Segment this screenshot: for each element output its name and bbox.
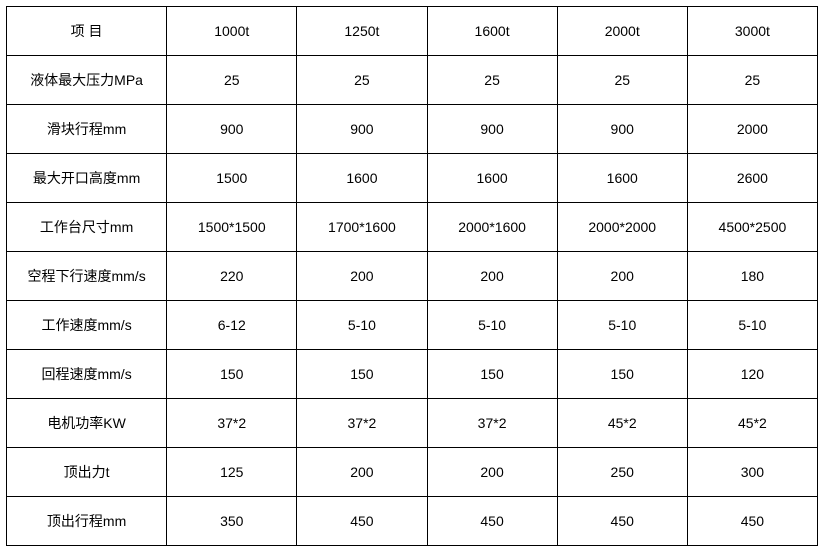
cell: 900	[297, 105, 427, 154]
row-label: 液体最大压力MPa	[7, 56, 167, 105]
cell: 200	[427, 252, 557, 301]
row-label: 滑块行程mm	[7, 105, 167, 154]
cell: 1700*1600	[297, 203, 427, 252]
table-body: 液体最大压力MPa 25 25 25 25 25 滑块行程mm 900 900 …	[7, 56, 818, 546]
cell: 5-10	[427, 301, 557, 350]
cell: 125	[167, 448, 297, 497]
table-row: 电机功率KW 37*2 37*2 37*2 45*2 45*2	[7, 399, 818, 448]
cell: 150	[167, 350, 297, 399]
cell: 250	[557, 448, 687, 497]
table-header-row: 项 目 1000t 1250t 1600t 2000t 3000t	[7, 7, 818, 56]
cell: 200	[297, 448, 427, 497]
cell: 150	[297, 350, 427, 399]
cell: 25	[167, 56, 297, 105]
cell: 900	[557, 105, 687, 154]
table-row: 空程下行速度mm/s 220 200 200 200 180	[7, 252, 818, 301]
cell: 120	[687, 350, 817, 399]
cell: 300	[687, 448, 817, 497]
cell: 150	[427, 350, 557, 399]
table-row: 回程速度mm/s 150 150 150 150 120	[7, 350, 818, 399]
row-label: 工作台尺寸mm	[7, 203, 167, 252]
header-label: 项 目	[7, 7, 167, 56]
cell: 1600	[557, 154, 687, 203]
cell: 1500*1500	[167, 203, 297, 252]
header-col-4: 3000t	[687, 7, 817, 56]
cell: 450	[427, 497, 557, 546]
cell: 1600	[297, 154, 427, 203]
row-label: 空程下行速度mm/s	[7, 252, 167, 301]
cell: 2600	[687, 154, 817, 203]
cell: 4500*2500	[687, 203, 817, 252]
cell: 450	[297, 497, 427, 546]
cell: 220	[167, 252, 297, 301]
spec-table: 项 目 1000t 1250t 1600t 2000t 3000t 液体最大压力…	[6, 6, 818, 546]
cell: 1600	[427, 154, 557, 203]
cell: 2000*2000	[557, 203, 687, 252]
header-col-3: 2000t	[557, 7, 687, 56]
cell: 5-10	[687, 301, 817, 350]
table-row: 滑块行程mm 900 900 900 900 2000	[7, 105, 818, 154]
cell: 200	[427, 448, 557, 497]
cell: 150	[557, 350, 687, 399]
cell: 25	[557, 56, 687, 105]
cell: 37*2	[297, 399, 427, 448]
header-col-1: 1250t	[297, 7, 427, 56]
cell: 350	[167, 497, 297, 546]
row-label: 顶出行程mm	[7, 497, 167, 546]
header-col-2: 1600t	[427, 7, 557, 56]
row-label: 电机功率KW	[7, 399, 167, 448]
table-row: 液体最大压力MPa 25 25 25 25 25	[7, 56, 818, 105]
cell: 2000	[687, 105, 817, 154]
cell: 37*2	[427, 399, 557, 448]
cell: 25	[297, 56, 427, 105]
cell: 5-10	[297, 301, 427, 350]
cell: 200	[297, 252, 427, 301]
cell: 200	[557, 252, 687, 301]
cell: 45*2	[687, 399, 817, 448]
row-label: 顶出力t	[7, 448, 167, 497]
cell: 5-10	[557, 301, 687, 350]
cell: 180	[687, 252, 817, 301]
table-row: 工作速度mm/s 6-12 5-10 5-10 5-10 5-10	[7, 301, 818, 350]
header-col-0: 1000t	[167, 7, 297, 56]
cell: 45*2	[557, 399, 687, 448]
cell: 450	[557, 497, 687, 546]
table-row: 最大开口高度mm 1500 1600 1600 1600 2600	[7, 154, 818, 203]
row-label: 最大开口高度mm	[7, 154, 167, 203]
row-label: 工作速度mm/s	[7, 301, 167, 350]
table-row: 顶出行程mm 350 450 450 450 450	[7, 497, 818, 546]
cell: 900	[167, 105, 297, 154]
cell: 6-12	[167, 301, 297, 350]
cell: 25	[427, 56, 557, 105]
table-row: 顶出力t 125 200 200 250 300	[7, 448, 818, 497]
cell: 25	[687, 56, 817, 105]
table-row: 工作台尺寸mm 1500*1500 1700*1600 2000*1600 20…	[7, 203, 818, 252]
cell: 37*2	[167, 399, 297, 448]
row-label: 回程速度mm/s	[7, 350, 167, 399]
cell: 900	[427, 105, 557, 154]
cell: 1500	[167, 154, 297, 203]
cell: 450	[687, 497, 817, 546]
cell: 2000*1600	[427, 203, 557, 252]
